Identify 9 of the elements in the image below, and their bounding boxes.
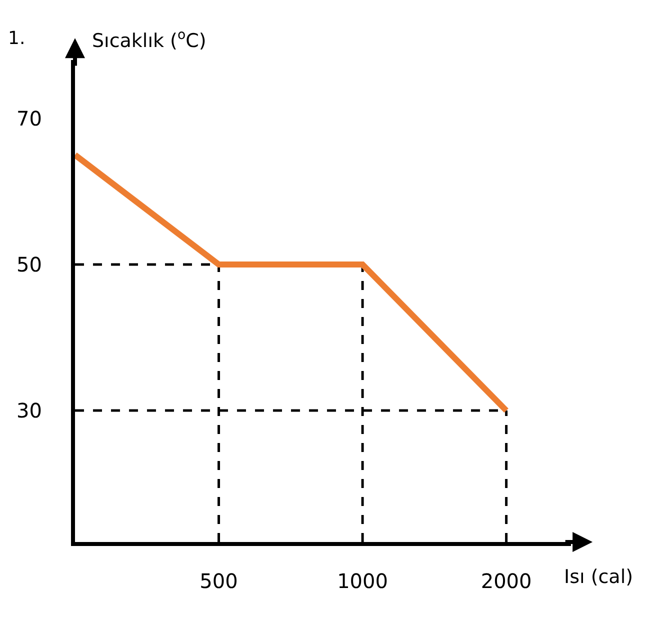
x-tick-label: 1000 xyxy=(337,569,388,593)
y-tick-label: 50 xyxy=(16,252,42,276)
x-tick-label: 2000 xyxy=(480,569,532,593)
x-tick-label: 500 xyxy=(200,569,238,593)
y-axis-title: Sıcaklık ($^{o}$C) xyxy=(92,28,206,52)
x-axis-title: Isı (cal) xyxy=(564,566,634,588)
y-tick-label: 30 xyxy=(16,398,42,423)
chart-title: 1. xyxy=(8,28,26,49)
y-tick-label: 70 xyxy=(16,106,42,130)
